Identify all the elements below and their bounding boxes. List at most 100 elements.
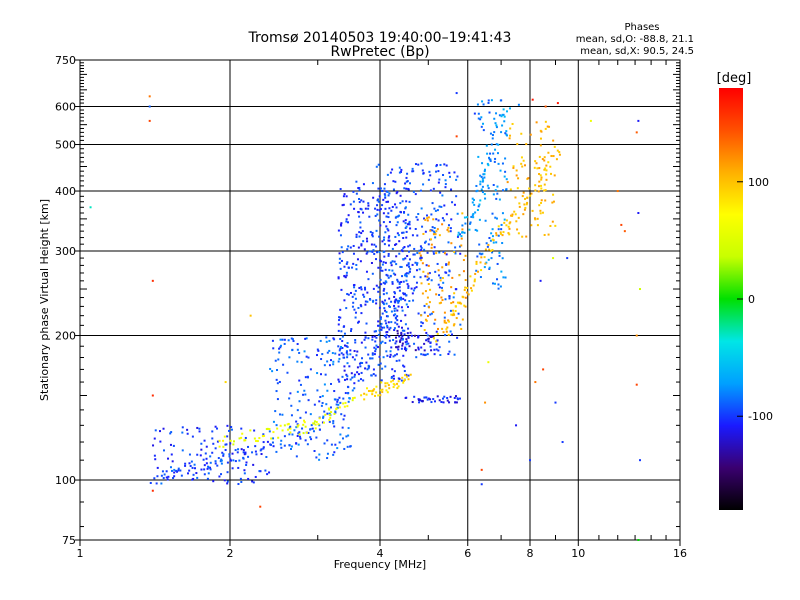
data-point <box>520 132 523 135</box>
data-point <box>491 212 494 215</box>
data-point <box>434 233 437 236</box>
data-point <box>451 276 454 279</box>
data-point <box>464 296 467 299</box>
data-point <box>447 263 450 266</box>
data-point <box>413 275 416 278</box>
data-point <box>346 378 349 381</box>
data-point <box>295 455 298 458</box>
data-point <box>379 325 382 328</box>
data-point <box>406 332 409 335</box>
data-point <box>495 217 498 220</box>
data-point <box>347 400 350 403</box>
data-point <box>371 338 374 341</box>
x-tick-label: 16 <box>673 547 687 560</box>
data-point <box>439 163 442 166</box>
data-point <box>378 251 381 254</box>
data-point <box>333 451 336 454</box>
data-point <box>475 262 478 265</box>
data-point <box>375 258 378 261</box>
data-point <box>397 380 400 383</box>
data-point <box>360 305 363 308</box>
data-point <box>196 453 199 456</box>
data-point <box>411 234 414 237</box>
data-point <box>288 397 291 400</box>
data-point <box>211 437 214 440</box>
data-point <box>547 233 550 236</box>
data-point <box>289 447 292 450</box>
data-point <box>354 311 357 314</box>
data-point <box>205 462 208 465</box>
data-point <box>421 225 424 228</box>
data-point <box>279 424 282 427</box>
data-point <box>415 216 418 219</box>
data-point <box>343 378 346 381</box>
data-point <box>181 426 184 429</box>
data-point <box>408 265 411 268</box>
data-point <box>339 433 342 436</box>
data-point <box>167 475 170 478</box>
data-point <box>463 231 466 234</box>
data-point <box>398 166 401 169</box>
data-point <box>228 455 231 458</box>
data-point <box>403 365 406 368</box>
data-point <box>472 216 475 219</box>
data-point <box>358 189 361 192</box>
data-point <box>227 429 230 432</box>
data-point <box>552 200 555 203</box>
data-point <box>365 361 368 364</box>
data-point <box>454 246 457 249</box>
data-point <box>381 269 384 272</box>
data-point <box>242 457 245 460</box>
data-point <box>295 442 298 445</box>
data-point <box>339 267 342 270</box>
data-point <box>338 396 341 399</box>
data-point <box>391 282 394 285</box>
data-point <box>480 175 483 178</box>
data-point <box>384 261 387 264</box>
data-point <box>370 374 373 377</box>
data-point <box>328 418 331 421</box>
data-point <box>200 468 203 471</box>
data-point <box>423 328 426 331</box>
data-point <box>414 163 417 166</box>
data-point <box>449 330 452 333</box>
data-point <box>397 385 400 388</box>
data-point <box>405 236 408 239</box>
data-point <box>540 130 543 133</box>
data-point <box>196 476 199 479</box>
data-point <box>375 391 378 394</box>
data-point <box>418 398 421 401</box>
data-point <box>401 338 404 341</box>
data-point <box>226 435 229 438</box>
data-point <box>480 483 483 486</box>
data-point <box>437 283 440 286</box>
data-point <box>359 260 362 263</box>
data-point <box>535 162 538 165</box>
data-point <box>376 251 379 254</box>
data-point <box>452 301 455 304</box>
data-point <box>433 337 436 340</box>
data-point <box>412 299 415 302</box>
data-point <box>441 266 444 269</box>
data-point <box>504 170 507 173</box>
data-point <box>316 372 319 375</box>
data-point <box>416 218 419 221</box>
data-point <box>148 95 151 98</box>
data-point <box>278 380 281 383</box>
data-point <box>378 324 381 327</box>
data-point <box>390 321 393 324</box>
data-point <box>373 330 376 333</box>
data-point <box>488 156 491 159</box>
data-point <box>427 340 430 343</box>
data-point <box>429 288 432 291</box>
data-point <box>192 477 195 480</box>
data-point <box>360 394 363 397</box>
data-point <box>404 274 407 277</box>
data-point <box>394 342 397 345</box>
data-point <box>375 245 378 248</box>
data-point <box>396 191 399 194</box>
data-point <box>280 446 283 449</box>
x-tick-label: 6 <box>464 547 471 560</box>
data-point <box>366 291 369 294</box>
data-point <box>459 323 462 326</box>
